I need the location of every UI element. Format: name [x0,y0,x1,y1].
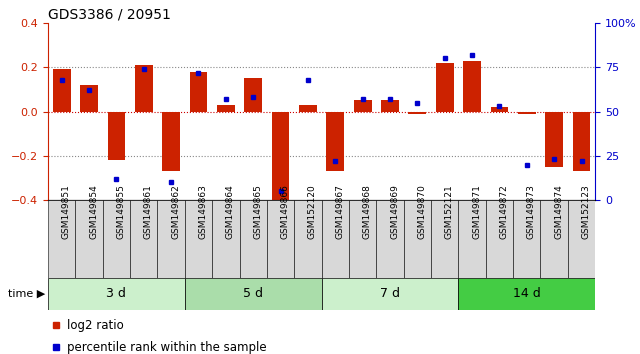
FancyBboxPatch shape [322,200,349,278]
Bar [108,112,125,160]
Text: GSM149874: GSM149874 [554,184,563,239]
FancyBboxPatch shape [513,200,540,278]
Text: GSM149869: GSM149869 [390,184,399,239]
Bar [545,112,563,167]
FancyBboxPatch shape [130,200,157,278]
FancyBboxPatch shape [185,200,212,278]
Bar [80,85,98,112]
Bar [271,112,289,200]
Bar [463,61,481,112]
Bar [381,101,399,112]
Bar [490,107,508,112]
Text: time ▶: time ▶ [8,289,45,299]
Text: 3 d: 3 d [106,287,126,300]
Text: GSM149854: GSM149854 [89,184,98,239]
Text: GSM149867: GSM149867 [335,184,344,239]
FancyBboxPatch shape [458,200,486,278]
FancyBboxPatch shape [157,200,185,278]
FancyBboxPatch shape [568,200,595,278]
Text: GSM149863: GSM149863 [198,184,207,239]
Bar [299,105,317,112]
FancyBboxPatch shape [48,278,185,310]
Bar [326,112,344,171]
Text: 14 d: 14 d [513,287,541,300]
FancyBboxPatch shape [540,200,568,278]
Text: percentile rank within the sample: percentile rank within the sample [67,341,267,354]
Bar [408,112,426,114]
Text: GSM149872: GSM149872 [499,184,508,239]
Text: log2 ratio: log2 ratio [67,319,124,332]
Text: GSM149855: GSM149855 [116,184,125,239]
FancyBboxPatch shape [267,200,294,278]
FancyBboxPatch shape [349,200,376,278]
Text: 7 d: 7 d [380,287,400,300]
FancyBboxPatch shape [431,200,458,278]
FancyBboxPatch shape [185,278,322,310]
FancyBboxPatch shape [212,200,239,278]
Text: GSM152120: GSM152120 [308,184,317,239]
Bar [52,69,70,112]
FancyBboxPatch shape [458,278,595,310]
Text: GSM149851: GSM149851 [61,184,70,239]
Text: GSM149873: GSM149873 [527,184,536,239]
Bar [244,78,262,112]
Text: 5 d: 5 d [243,287,263,300]
FancyBboxPatch shape [486,200,513,278]
FancyBboxPatch shape [404,200,431,278]
FancyBboxPatch shape [102,200,130,278]
Text: GDS3386 / 20951: GDS3386 / 20951 [48,8,171,22]
Text: GSM149866: GSM149866 [280,184,289,239]
Bar [135,65,153,112]
Text: GSM152121: GSM152121 [445,184,454,239]
Bar [573,112,591,171]
FancyBboxPatch shape [322,278,458,310]
Bar [354,101,372,112]
FancyBboxPatch shape [48,200,76,278]
Text: GSM149861: GSM149861 [144,184,153,239]
Text: GSM149862: GSM149862 [171,184,180,239]
Text: GSM149865: GSM149865 [253,184,262,239]
Bar [162,112,180,171]
Text: GSM149870: GSM149870 [417,184,426,239]
FancyBboxPatch shape [239,200,267,278]
Bar [436,63,454,112]
FancyBboxPatch shape [376,200,404,278]
Text: GSM149864: GSM149864 [226,184,235,239]
FancyBboxPatch shape [294,200,322,278]
Bar [518,112,536,114]
Bar [189,72,207,112]
Bar [217,105,235,112]
Text: GSM149868: GSM149868 [363,184,372,239]
Text: GSM152123: GSM152123 [582,184,591,239]
Text: GSM149871: GSM149871 [472,184,481,239]
FancyBboxPatch shape [76,200,102,278]
